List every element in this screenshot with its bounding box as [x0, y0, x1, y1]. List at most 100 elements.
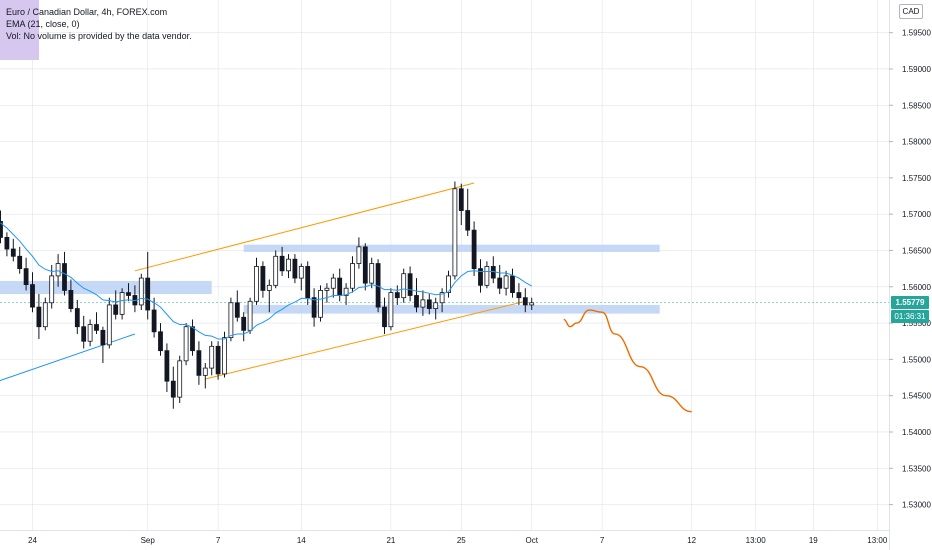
volume-study-label[interactable]: Vol: No volume is provided by the data v… [6, 31, 192, 41]
candle [170, 366, 176, 409]
candle-body [234, 302, 240, 318]
candle-body [471, 229, 477, 270]
candle-body [522, 297, 528, 306]
candle [254, 257, 259, 305]
price-tick-label: 1.53500 [902, 464, 931, 473]
candle [522, 288, 528, 313]
candle-body [215, 345, 221, 375]
candle-body [420, 299, 426, 308]
candle [164, 343, 170, 393]
candle [426, 294, 432, 315]
candle [145, 251, 151, 320]
candle [42, 297, 48, 331]
candle [0, 210, 3, 244]
candle [305, 261, 311, 305]
candle [292, 254, 298, 284]
zone-rect[interactable] [243, 304, 660, 314]
candle-body [356, 246, 362, 264]
candle [401, 268, 407, 303]
price-tick-label: 1.56000 [902, 283, 931, 292]
candle-body [369, 263, 375, 284]
candle-body [266, 284, 272, 291]
price-tick-label: 1.57500 [902, 174, 931, 183]
candle-body [209, 345, 215, 369]
candle [478, 259, 483, 293]
ema-study-label[interactable]: EMA (21, close, 0) [6, 19, 80, 29]
price-tick-label: 1.59000 [902, 65, 931, 74]
time-tick-label: Oct [525, 536, 538, 545]
candle-body [414, 295, 419, 308]
time-tick-label: 14 [297, 536, 306, 545]
currency-button[interactable]: CAD [899, 4, 923, 19]
support-resistance-zones[interactable] [0, 244, 660, 314]
grid [0, 0, 889, 530]
projection-curve[interactable] [563, 309, 692, 413]
candle-body [247, 300, 253, 331]
candle [87, 319, 93, 347]
candle [113, 290, 119, 320]
candle-body [484, 266, 490, 286]
candle [311, 288, 317, 327]
projection-path[interactable] [563, 309, 692, 413]
candle-body [183, 326, 189, 362]
trend-line[interactable] [0, 333, 136, 383]
candle [324, 283, 330, 303]
candle [350, 256, 355, 293]
candle [446, 270, 451, 298]
candle [503, 270, 509, 296]
candle-body [318, 290, 323, 318]
candle [202, 363, 208, 389]
time-tick-label: 21 [386, 536, 395, 545]
candle-body [446, 275, 451, 293]
candle [260, 261, 266, 298]
drawing-highlight-box [0, 0, 39, 60]
candle-body [330, 277, 336, 289]
candle-body [458, 188, 464, 211]
candle [394, 285, 400, 305]
candle-body [401, 273, 407, 299]
price-tick-label: 1.55000 [902, 355, 931, 364]
candle [190, 319, 195, 356]
candle-body [113, 304, 119, 315]
candle-body [49, 275, 55, 304]
candle [471, 221, 477, 276]
candle-body [311, 297, 317, 318]
candle-body [55, 263, 61, 277]
time-tick-label: 7 [216, 536, 221, 545]
price-axis[interactable]: 1.59500 1.59000 1.58500 1.58000 1.57500 1.570… [889, 29, 931, 510]
price-tick-label: 1.59500 [902, 29, 931, 38]
candle [484, 261, 490, 289]
candle [30, 272, 35, 313]
trend-line[interactable] [205, 300, 526, 380]
candle-body [273, 255, 279, 286]
candle-body [151, 309, 157, 333]
candle [17, 246, 23, 274]
candle-body [94, 324, 99, 331]
candle [286, 254, 291, 279]
candle-body [452, 188, 458, 277]
symbol-title[interactable]: Euro / Canadian Dollar, 4h, FOREX.com [6, 7, 168, 17]
price-tick-label: 1.58500 [902, 101, 931, 110]
candle [420, 290, 426, 316]
candle [433, 297, 439, 320]
candle [126, 283, 131, 302]
candle-body [202, 367, 208, 376]
zone-rect[interactable] [243, 244, 660, 252]
candle-body [465, 210, 471, 231]
candle [119, 288, 125, 320]
candle-body [388, 292, 394, 328]
candle [356, 237, 362, 269]
trend-line[interactable] [134, 182, 475, 272]
candle-body [138, 277, 144, 306]
candle-body [190, 326, 195, 352]
candle [81, 315, 87, 349]
candle-body [350, 263, 355, 289]
time-tick-label: 19 [809, 536, 818, 545]
candle [330, 273, 336, 298]
candle-body [81, 326, 87, 342]
candle [273, 250, 279, 289]
price-tick-label: 1.53000 [902, 501, 931, 510]
price-tick-label: 1.57000 [902, 210, 931, 219]
